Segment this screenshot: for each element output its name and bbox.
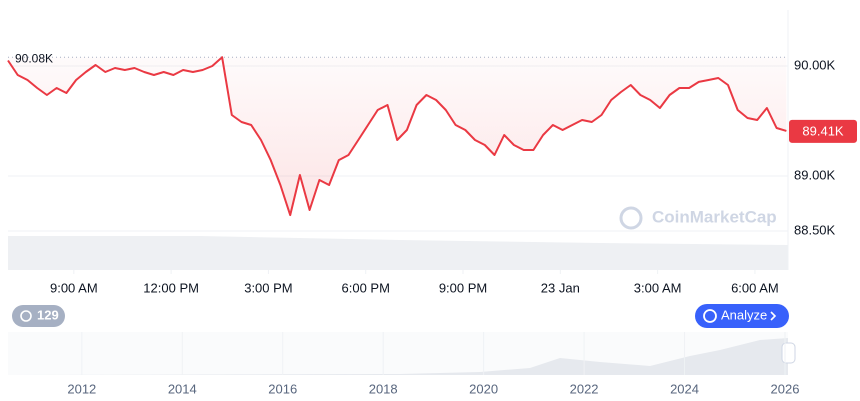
badge[interactable]: 129 <box>12 305 65 327</box>
price-line <box>7 56 787 217</box>
x-tick-label: 12:00 PM <box>143 280 199 295</box>
navigator-tick-label: 2014 <box>168 381 197 396</box>
x-tick-label: 6:00 PM <box>342 280 390 295</box>
high-label: 90.08K <box>15 51 53 65</box>
navigator-area <box>8 338 788 375</box>
x-tick-label: 23 Jan <box>541 280 580 295</box>
x-tick-label: 9:00 AM <box>50 280 98 295</box>
button-icon <box>703 309 717 323</box>
price-area <box>8 57 787 216</box>
navigator-tick-label: 2018 <box>369 381 398 396</box>
volume-area <box>8 236 788 270</box>
button-text: Analyze <box>721 307 767 322</box>
navigator-tick-label: 2020 <box>469 381 498 396</box>
clock-icon <box>20 310 32 322</box>
navigator-tick-label: 2024 <box>670 381 699 396</box>
y-tick-label: 88.50K <box>794 222 836 237</box>
x-tick-label: 6:00 AM <box>731 280 779 295</box>
y-tick-label: 90.00K <box>794 57 836 72</box>
plot: 88.50K 89.00K 90.00K 9:00 AM 12:00 PM 3:00 PM… <box>7 51 857 295</box>
watermark-logo <box>619 206 643 230</box>
button-bg <box>695 304 789 328</box>
x-tick-label: 3:00 AM <box>634 280 682 295</box>
navigator-tick-label: 2016 <box>268 381 297 396</box>
x-tick-label: 9:00 PM <box>439 280 487 295</box>
navigator-handle[interactable] <box>781 342 796 364</box>
y-tick-label: 89.00K <box>794 167 836 182</box>
badge-text: 129 <box>37 307 59 322</box>
watermark: CoinMarketCap <box>652 207 777 226</box>
last-price-bg <box>789 119 857 143</box>
navigator-tick-label: 2012 <box>67 381 96 396</box>
navigator-tick-label: 2026 <box>771 381 800 396</box>
navigator-tick-label: 2022 <box>570 381 599 396</box>
analyze-button[interactable]: Analyze <box>695 304 789 328</box>
x-tick-label: 3:00 PM <box>244 280 292 295</box>
last-price-label: 89.41K <box>802 123 844 138</box>
chevron <box>770 311 777 321</box>
